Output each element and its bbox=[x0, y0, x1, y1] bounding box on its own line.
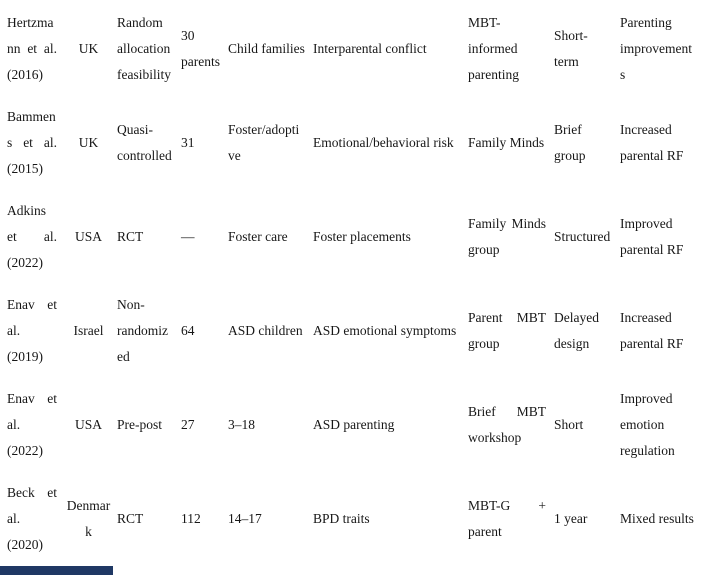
cell-population: Foster/adoptive bbox=[228, 122, 300, 163]
cell-outcome: Mixed results bbox=[620, 511, 694, 526]
cell-format-duration: Delayed design bbox=[554, 310, 599, 351]
cell-outcome: Improved parental RF bbox=[620, 216, 684, 257]
cell-country: Denmark bbox=[66, 498, 111, 539]
cell-author: Adkins et al. (2022) bbox=[7, 203, 57, 270]
cell-format-duration: Brief group bbox=[554, 122, 586, 163]
table-row: Adkins et al. (2022) USA RCT — Foster care Fo… bbox=[7, 190, 703, 284]
cell-format-duration: Short bbox=[554, 417, 584, 432]
table-row: Enav et al. (2019) Israel Non-randomized 64… bbox=[7, 284, 703, 378]
cell-intervention: Parent MBT group bbox=[468, 310, 546, 351]
cell-design: Quasi-controlled bbox=[117, 122, 172, 163]
cell-target-problem: Emotional/behavioral risk bbox=[313, 135, 454, 150]
cell-format-duration: Short-term bbox=[554, 28, 588, 69]
cell-target-problem: ASD emotional symptoms bbox=[313, 323, 457, 338]
cell-population: Child families bbox=[228, 41, 305, 56]
cell-author: Enav et al. (2019) bbox=[7, 297, 57, 364]
cell-sample-size: 31 bbox=[181, 135, 195, 150]
cell-outcome: Improved emotion regulation bbox=[620, 391, 675, 458]
cell-country: USA bbox=[74, 229, 102, 244]
cell-target-problem: ASD parenting bbox=[313, 417, 395, 432]
table-row: Bammens et al. (2015) UK Quasi-controlled 3… bbox=[7, 96, 703, 190]
cell-sample-size: — bbox=[181, 229, 195, 244]
cell-author: Enav et al. (2022) bbox=[7, 391, 57, 458]
cell-outcome: Increased parental RF bbox=[620, 310, 684, 351]
table-row: Hertzmann et al. (2016) UK Random allocati… bbox=[7, 2, 703, 96]
table-row: Enav et al. (2022) USA Pre-post 27 3–18 ASD p… bbox=[7, 378, 703, 472]
cell-author: Bammens et al. (2015) bbox=[7, 109, 57, 176]
cell-country: UK bbox=[78, 135, 99, 150]
cell-sample-size: 64 bbox=[181, 323, 195, 338]
cell-outcome: Increased parental RF bbox=[620, 122, 684, 163]
studies-table: Hertzmann et al. (2016) UK Random allocati… bbox=[7, 2, 703, 566]
cell-intervention: MBT-G + parent bbox=[468, 498, 546, 539]
cell-country: Israel bbox=[73, 323, 104, 338]
cell-format-duration: 1 year bbox=[554, 511, 588, 526]
cell-design: Non-randomized bbox=[117, 297, 168, 364]
cell-design: RCT bbox=[117, 229, 144, 244]
section-divider-bar bbox=[0, 566, 113, 575]
cell-design: Random allocation feasibility bbox=[117, 15, 171, 82]
cell-intervention: Family Minds group bbox=[468, 216, 546, 257]
cell-target-problem: Interparental conflict bbox=[313, 41, 427, 56]
cell-sample-size: 27 bbox=[181, 417, 195, 432]
cell-target-problem: Foster placements bbox=[313, 229, 411, 244]
cell-outcome: Parenting improvements bbox=[620, 15, 692, 82]
cell-intervention: Family Minds bbox=[468, 135, 545, 150]
cell-sample-size: 112 bbox=[181, 511, 201, 526]
table-row: Beck et al. (2020) Denmark RCT 112 14–17 BPD … bbox=[7, 472, 703, 566]
cell-population: Foster care bbox=[228, 229, 288, 244]
cell-author: Beck et al. (2020) bbox=[7, 485, 57, 552]
cell-sample-size: 30 parents bbox=[181, 28, 220, 69]
cell-country: USA bbox=[74, 417, 102, 432]
cell-population: 3–18 bbox=[228, 417, 255, 432]
cell-country: UK bbox=[78, 41, 99, 56]
cell-intervention: Brief MBT workshop bbox=[468, 404, 546, 445]
cell-intervention: MBT-informed parenting bbox=[468, 15, 519, 82]
cell-format-duration: Structured bbox=[554, 229, 611, 244]
cell-target-problem: BPD traits bbox=[313, 511, 370, 526]
cell-design: Pre-post bbox=[117, 417, 162, 432]
cell-design: RCT bbox=[117, 511, 144, 526]
cell-population: 14–17 bbox=[228, 511, 262, 526]
cell-population: ASD children bbox=[228, 323, 303, 338]
cell-author: Hertzmann et al. (2016) bbox=[7, 15, 57, 82]
